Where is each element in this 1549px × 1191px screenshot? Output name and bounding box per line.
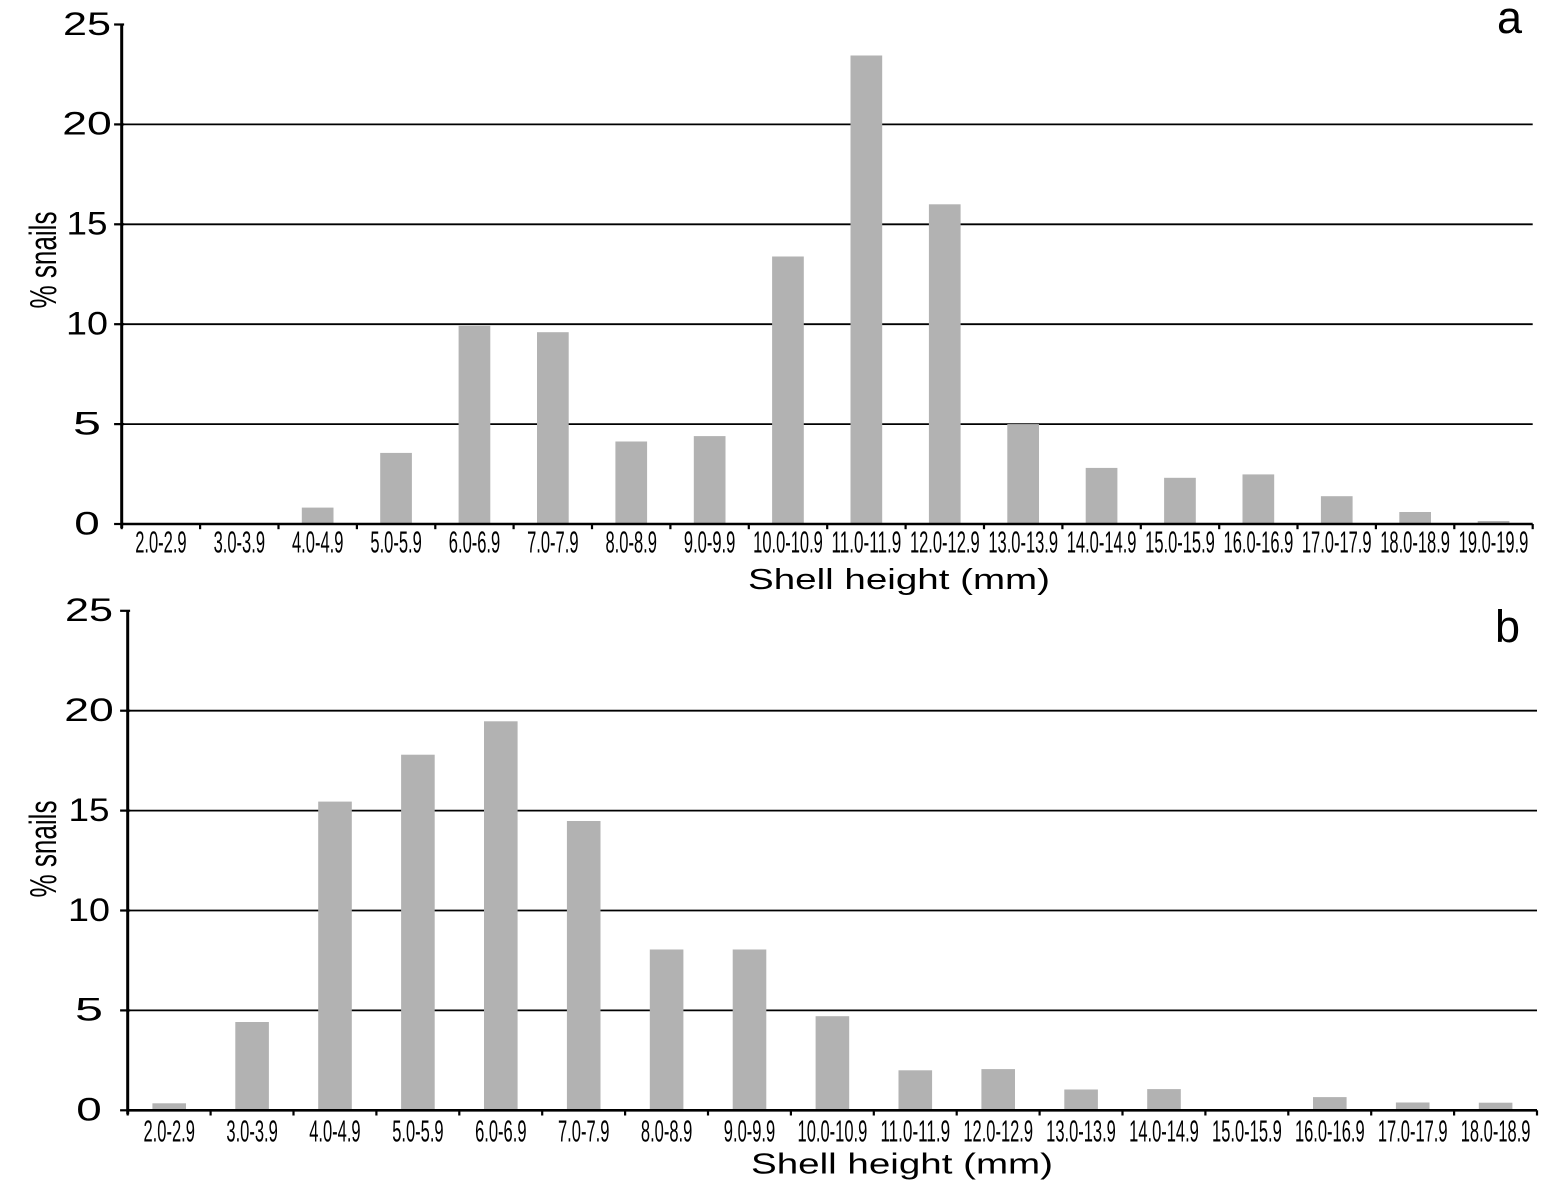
svg-text:14.0-14.9: 14.0-14.9	[1129, 1114, 1199, 1149]
svg-text:10.0-10.9: 10.0-10.9	[753, 525, 823, 560]
svg-text:18.0-18.9: 18.0-18.9	[1380, 525, 1450, 560]
svg-text:10.0-10.9: 10.0-10.9	[798, 1114, 868, 1149]
svg-text:9.0-9.9: 9.0-9.9	[684, 525, 735, 560]
svg-text:10: 10	[66, 306, 108, 342]
svg-text:6.0-6.9: 6.0-6.9	[475, 1114, 526, 1149]
svg-text:5: 5	[73, 405, 101, 441]
svg-text:15: 15	[69, 792, 110, 828]
svg-text:13.0-13.9: 13.0-13.9	[988, 525, 1058, 560]
svg-text:9.0-9.9: 9.0-9.9	[724, 1114, 775, 1149]
svg-text:8.0-8.9: 8.0-8.9	[606, 525, 657, 560]
svg-text:18.0-18.9: 18.0-18.9	[1461, 1114, 1531, 1149]
svg-text:2.0-2.9: 2.0-2.9	[144, 1114, 195, 1149]
svg-text:5.0-5.9: 5.0-5.9	[370, 525, 421, 560]
svg-text:2.0-2.9: 2.0-2.9	[135, 525, 186, 560]
svg-text:b: b	[1495, 601, 1520, 652]
svg-text:Shell height (mm): Shell height (mm)	[751, 1149, 1053, 1181]
svg-text:4.0-4.9: 4.0-4.9	[309, 1114, 360, 1149]
svg-text:20: 20	[64, 692, 114, 728]
svg-text:4.0-4.9: 4.0-4.9	[292, 525, 343, 560]
svg-text:17.0-17.9: 17.0-17.9	[1302, 525, 1372, 560]
svg-text:13.0-13.9: 13.0-13.9	[1046, 1114, 1116, 1149]
svg-text:3.0-3.9: 3.0-3.9	[214, 525, 265, 560]
svg-text:5.0-5.9: 5.0-5.9	[392, 1114, 443, 1149]
svg-text:0: 0	[76, 1092, 102, 1128]
svg-text:16.0-16.9: 16.0-16.9	[1224, 525, 1294, 560]
svg-text:7.0-7.9: 7.0-7.9	[558, 1114, 609, 1149]
svg-text:16.0-16.9: 16.0-16.9	[1295, 1114, 1365, 1149]
svg-text:14.0-14.9: 14.0-14.9	[1067, 525, 1137, 560]
svg-text:7.0-7.9: 7.0-7.9	[527, 525, 578, 560]
svg-text:5: 5	[75, 992, 103, 1028]
svg-text:a: a	[1497, 0, 1523, 43]
svg-text:3.0-3.9: 3.0-3.9	[226, 1114, 277, 1149]
svg-text:8.0-8.9: 8.0-8.9	[641, 1114, 692, 1149]
svg-text:11.0-11.9: 11.0-11.9	[880, 1114, 950, 1149]
svg-text:6.0-6.9: 6.0-6.9	[449, 525, 500, 560]
svg-text:12.0-12.9: 12.0-12.9	[963, 1114, 1033, 1149]
svg-text:12.0-12.9: 12.0-12.9	[910, 525, 980, 560]
svg-text:15: 15	[67, 206, 108, 242]
svg-text:20: 20	[62, 106, 112, 142]
svg-text:% snails: % snails	[23, 212, 65, 309]
svg-text:17.0-17.9: 17.0-17.9	[1378, 1114, 1448, 1149]
svg-text:15.0-15.9: 15.0-15.9	[1145, 525, 1215, 560]
svg-text:15.0-15.9: 15.0-15.9	[1212, 1114, 1282, 1149]
svg-text:25: 25	[65, 592, 113, 628]
svg-text:Shell height (mm): Shell height (mm)	[748, 564, 1050, 596]
svg-text:19.0-19.9: 19.0-19.9	[1459, 525, 1529, 560]
svg-text:10: 10	[68, 892, 110, 928]
svg-text:% snails: % snails	[23, 801, 65, 898]
svg-text:0: 0	[74, 505, 100, 541]
svg-text:25: 25	[63, 6, 111, 42]
svg-text:11.0-11.9: 11.0-11.9	[832, 525, 902, 560]
